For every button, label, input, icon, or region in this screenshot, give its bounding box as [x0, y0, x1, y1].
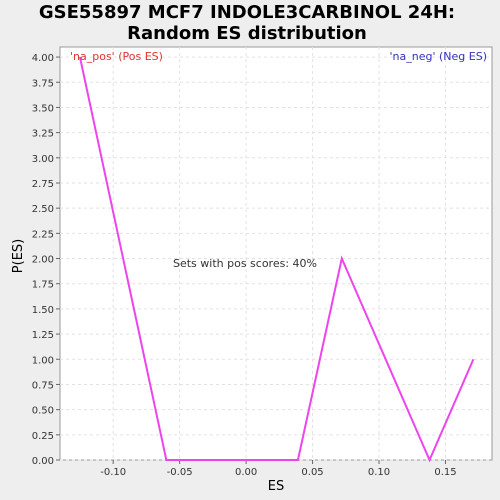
y-tick-label: 4.00 [32, 53, 54, 64]
y-tick-label: 1.75 [32, 280, 54, 291]
neg-label: 'na_neg' (Neg ES) [390, 50, 487, 63]
x-tick-label: -0.10 [100, 467, 126, 478]
y-axis: 0.00 0.25 0.50 0.75 1.00 1.25 1.50 1.75 2.00 2.25… [32, 53, 60, 467]
y-tick-label: 1.00 [32, 355, 54, 366]
x-tick-label: 0.15 [434, 467, 456, 478]
pos-label: 'na_pos' (Pos ES) [70, 50, 163, 63]
x-tick-label: 0.00 [235, 467, 257, 478]
y-tick-label: 3.50 [32, 103, 54, 114]
series-line [78, 56, 475, 463]
y-tick-label: 0.50 [32, 406, 54, 417]
y-tick-label: 3.25 [32, 129, 54, 140]
x-tick-label: 0.05 [301, 467, 323, 478]
y-tick-label: 0.75 [32, 380, 54, 391]
center-annotation: Sets with pos scores: 40% [173, 257, 317, 270]
chart-title: GSE55897 MCF7 INDOLE3CARBINOL 24H: Rando… [0, 2, 494, 44]
y-tick-label: 1.50 [32, 305, 54, 316]
y-tick-label: 2.25 [32, 229, 54, 240]
y-tick-label: 2.50 [32, 204, 54, 215]
chart-title-line-2: Random ES distribution [127, 23, 367, 44]
y-tick-label: 2.75 [32, 179, 54, 190]
plot-area [59, 46, 493, 461]
y-tick-label: 1.25 [32, 330, 54, 341]
y-tick-label: 0.00 [32, 456, 54, 467]
y-tick-label: 3.00 [32, 154, 54, 165]
y-axis-label: P(ES) [11, 239, 26, 273]
y-tick-label: 0.25 [32, 431, 54, 442]
y-tick-label: 3.75 [32, 78, 54, 89]
x-tick-label: 0.10 [368, 467, 390, 478]
y-tick-label: 2.00 [32, 255, 54, 266]
x-axis-label: ES [268, 479, 284, 494]
chart-title-line-1: GSE55897 MCF7 INDOLE3CARBINOL 24H: [38, 2, 456, 23]
grid [60, 47, 492, 461]
x-tick-label: -0.05 [167, 467, 193, 478]
x-axis: -0.10 -0.05 0.00 0.05 0.10 0.15 [100, 460, 457, 478]
